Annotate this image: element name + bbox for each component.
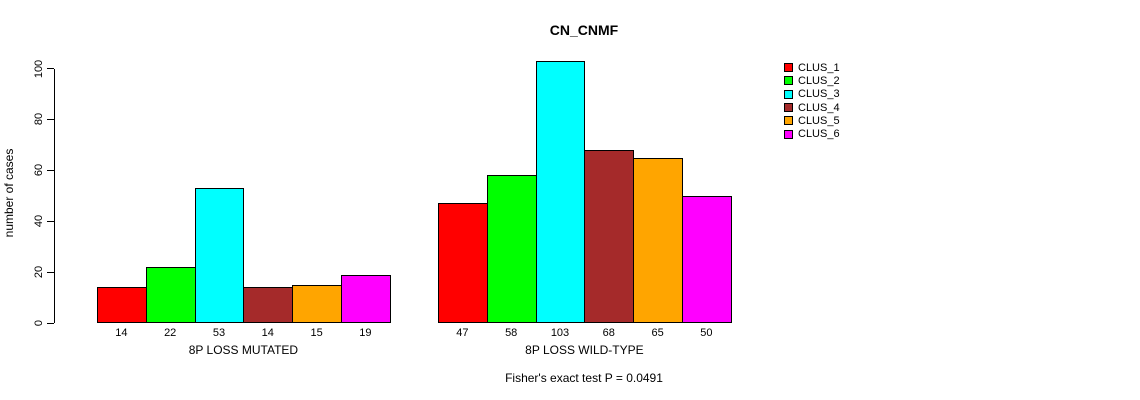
legend-swatch-icon: [784, 116, 793, 126]
fisher-test-annotation: Fisher's exact test P = 0.0491: [505, 371, 663, 385]
y-axis-tick: [47, 271, 54, 273]
bar-value-label: 58: [505, 327, 518, 339]
y-axis-tick-label: 60: [33, 164, 45, 177]
y-axis-line: [54, 68, 55, 323]
bar-clus_6-group1: [341, 274, 391, 323]
bar-clus_5-group2: [633, 157, 683, 323]
bar-clus_1-group1: [97, 287, 147, 323]
y-axis-title: number of cases: [2, 148, 16, 238]
legend-swatch-icon: [784, 89, 793, 99]
legend-swatch-icon: [784, 129, 793, 139]
y-axis-tick: [47, 220, 54, 222]
bar-clus_4-group1: [243, 287, 294, 323]
legend-label: CLUS_1: [798, 61, 840, 74]
legend-row-clus_3: CLUS_3: [784, 88, 840, 101]
bar-value-label: 103: [550, 327, 570, 339]
legend-swatch-icon: [784, 103, 793, 113]
bar-clus_1-group2: [438, 203, 488, 323]
legend-row-clus_5: CLUS_5: [784, 114, 840, 127]
y-axis-tick: [47, 68, 54, 69]
bar-value-label: 47: [456, 327, 469, 339]
legend-swatch-icon: [784, 76, 793, 86]
legend-row-clus_6: CLUS_6: [784, 127, 840, 140]
legend-swatch-icon: [784, 63, 793, 73]
bar-value-label: 15: [310, 327, 323, 339]
bar-value-label: 68: [602, 327, 615, 339]
legend-label: CLUS_6: [798, 128, 840, 141]
legend-row-clus_1: CLUS_1: [784, 61, 840, 74]
bar-clus_3-group1: [194, 188, 245, 323]
bar-value-label: 14: [261, 327, 274, 339]
bar-value-label: 53: [212, 327, 226, 339]
y-axis-tick: [47, 118, 54, 120]
group-label: 8P LOSS WILD-TYPE: [525, 343, 644, 357]
bar-value-label: 22: [164, 327, 177, 339]
legend-label: CLUS_2: [798, 74, 840, 87]
bar-clus_6-group2: [682, 195, 732, 323]
legend-row-clus_4: CLUS_4: [784, 101, 840, 114]
bar-clus_2-group1: [145, 267, 196, 323]
chart-title: CN_CNMF: [549, 22, 619, 38]
legend-label: CLUS_3: [798, 88, 840, 101]
bar-value-label: 19: [359, 327, 372, 339]
y-axis-tick: [47, 169, 54, 171]
bar-clus_5-group1: [292, 284, 342, 323]
y-axis-tick-label: 0: [33, 319, 45, 327]
legend-label: CLUS_4: [798, 101, 840, 114]
bar-clus_4-group2: [584, 149, 635, 323]
group-label: 8P LOSS MUTATED: [188, 343, 299, 357]
legend-label: CLUS_5: [798, 114, 840, 127]
y-axis-tick: [47, 322, 54, 324]
legend: CLUS_1 CLUS_2 CLUS_3 CLUS_4 CLUS_5 CLUS_6: [784, 61, 840, 141]
bar-clus_3-group2: [535, 60, 586, 323]
y-axis-tick-label: 20: [33, 265, 45, 279]
legend-row-clus_2: CLUS_2: [784, 74, 840, 87]
bar-value-label: 14: [115, 327, 128, 339]
y-axis-tick-label: 100: [33, 59, 45, 78]
y-axis-tick-label: 80: [33, 113, 45, 126]
bar-value-label: 50: [700, 327, 713, 339]
bar-clus_2-group2: [486, 175, 537, 323]
bar-value-label: 65: [651, 327, 664, 339]
y-axis-tick-label: 40: [33, 215, 45, 228]
